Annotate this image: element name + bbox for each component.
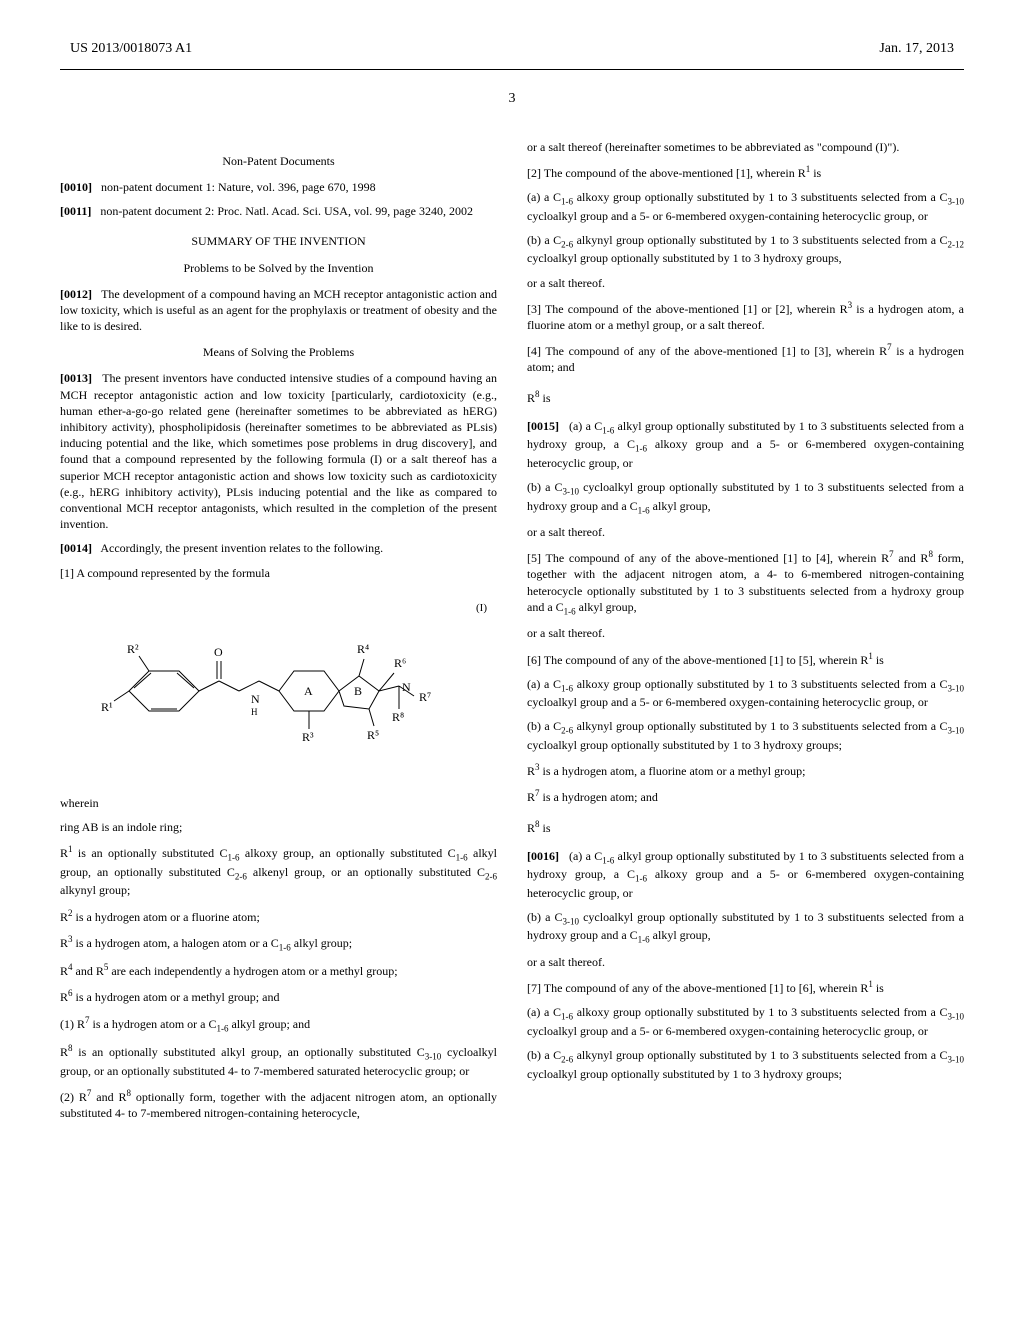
para-0010: [0010] non-patent document 1: Nature, vo… [60,179,497,195]
header-rule [60,69,964,70]
item-2-opt-b: (b) a C2-6 alkynyl group optionally subs… [527,232,964,267]
para-0015: [0015] (a) a C1-6 alkyl group optionally… [527,418,964,471]
publication-date: Jan. 17, 2013 [879,40,954,59]
item-4: [4] The compound of any of the above-men… [527,341,964,375]
or-salt-5: or a salt thereof. [527,625,964,641]
item-6-r7: R7 is a hydrogen atom; and [527,787,964,805]
svg-text:N: N [251,692,260,706]
item-6-opt-b-bot: (b) a C3-10 cycloalkyl group optionally … [527,909,964,946]
right-column: or a salt thereof (hereinafter sometimes… [527,139,964,1129]
svg-text:H: H [251,707,258,717]
svg-text:R⁸: R⁸ [392,710,404,724]
r8-is-2: R8 is [527,818,964,836]
para-0014: [0014] Accordingly, the present inventio… [60,540,497,556]
item-1: [1] A compound represented by the formul… [60,565,497,581]
para-num: [0011] [60,204,91,218]
para-0012: [0012] The development of a compound hav… [60,286,497,335]
svg-text:R¹: R¹ [101,700,113,714]
para-text: The development of a compound having an … [60,287,497,333]
svg-text:R²: R² [127,642,139,656]
item-7-opt-a: (a) a C1-6 alkoxy group optionally subst… [527,1004,964,1039]
option-2: (2) R7 and R8 optionally form, together … [60,1087,497,1121]
para-text: non-patent document 2: Proc. Natl. Acad.… [100,204,473,218]
chemical-formula: R¹ R² O N H A B R³ R⁴ R⁵ R⁶ R⁷ R⁸ N [99,601,459,775]
item-2-opt-a: (a) a C1-6 alkoxy group optionally subst… [527,189,964,224]
svg-text:R⁶: R⁶ [394,656,406,670]
para-num: [0016] [527,849,559,863]
publication-number: US 2013/0018073 A1 [70,40,192,59]
or-salt-6: or a salt thereof. [527,954,964,970]
r1-definition: R1 is an optionally substituted C1-6 alk… [60,843,497,898]
r2-definition: R2 is a hydrogen atom or a fluorine atom… [60,907,497,925]
para-0011: [0011] non-patent document 2: Proc. Natl… [60,203,497,219]
r3-definition: R3 is a hydrogen atom, a halogen atom or… [60,933,497,954]
svg-text:B: B [354,684,362,698]
item-6-r3: R3 is a hydrogen atom, a fluorine atom o… [527,761,964,779]
r6-definition: R6 is a hydrogen atom or a methyl group;… [60,987,497,1005]
svg-text:N: N [402,680,411,694]
item-3: [3] The compound of the above-mentioned … [527,299,964,333]
item-6-opt-b: (b) a C2-6 alkynyl group optionally subs… [527,718,964,753]
summary-heading: SUMMARY OF THE INVENTION [60,233,497,249]
item-4-opt-b: (b) a C3-10 cycloalkyl group optionally … [527,479,964,516]
item-6: [6] The compound of any of the above-men… [527,650,964,668]
item-7: [7] The compound of any of the above-men… [527,978,964,996]
salt-line: or a salt thereof (hereinafter sometimes… [527,139,964,155]
page-number: 3 [60,90,964,109]
content-columns: Non-Patent Documents [0010] non-patent d… [60,139,964,1129]
item-2: [2] The compound of the above-mentioned … [527,163,964,181]
or-salt: or a salt thereof. [527,275,964,291]
npd-heading: Non-Patent Documents [60,153,497,169]
svg-text:R⁷: R⁷ [419,690,431,704]
para-num: [0013] [60,371,92,385]
svg-text:R⁵: R⁵ [367,728,379,742]
r8-definition: R8 is an optionally substituted alkyl gr… [60,1042,497,1079]
or-salt-4: or a salt thereof. [527,524,964,540]
svg-text:A: A [304,684,313,698]
wherein-line: wherein [60,795,497,811]
svg-text:R³: R³ [302,730,314,744]
para-0013: [0013] The present inventors have conduc… [60,370,497,532]
option-1: (1) R7 is a hydrogen atom or a C1-6 alky… [60,1014,497,1035]
left-column: Non-Patent Documents [0010] non-patent d… [60,139,497,1129]
para-num: [0014] [60,541,92,555]
r8-is: R8 is [527,388,964,406]
formula-label: (I) [476,601,487,616]
item-5: [5] The compound of any of the above-men… [527,548,964,617]
formula-wrap: (I) [60,601,497,775]
para-text: Accordingly, the present invention relat… [100,541,383,555]
para-0016: [0016] (a) a C1-6 alkyl group optionally… [527,848,964,901]
problems-heading: Problems to be Solved by the Invention [60,260,497,276]
para-text: non-patent document 1: Nature, vol. 396,… [101,180,376,194]
para-num: [0012] [60,287,92,301]
para-num: [0015] [527,419,559,433]
para-num: [0010] [60,180,92,194]
page-header: US 2013/0018073 A1 Jan. 17, 2013 [60,40,964,59]
ring-ab-line: ring AB is an indole ring; [60,819,497,835]
r45-definition: R4 and R5 are each independently a hydro… [60,961,497,979]
svg-text:R⁴: R⁴ [357,642,369,656]
para-text: The present inventors have conducted int… [60,371,497,531]
item-7-opt-b: (b) a C2-6 alkynyl group optionally subs… [527,1047,964,1082]
means-heading: Means of Solving the Problems [60,344,497,360]
item-6-opt-a: (a) a C1-6 alkoxy group optionally subst… [527,676,964,711]
svg-text:O: O [214,645,223,659]
